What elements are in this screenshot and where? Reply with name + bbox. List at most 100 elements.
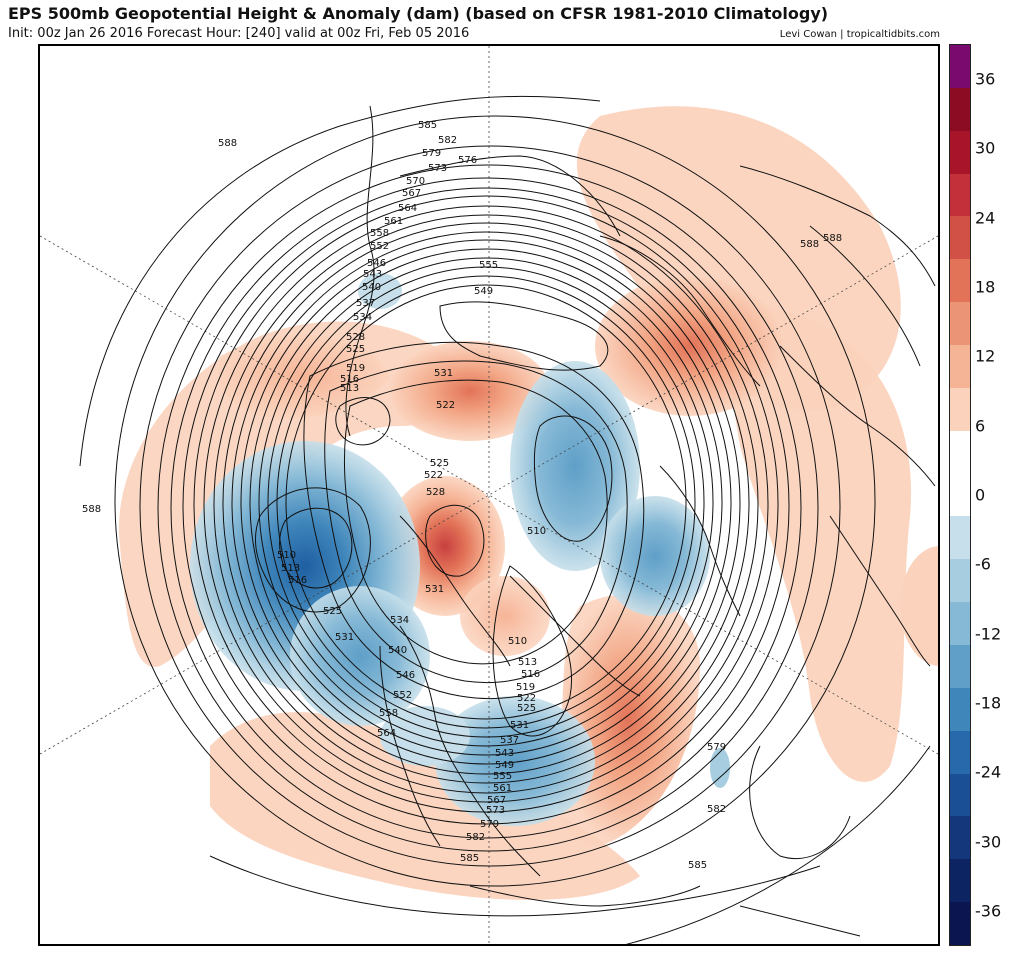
height-label: 543 bbox=[495, 748, 514, 759]
colorbar-swatch bbox=[950, 473, 970, 517]
colorbar-swatch bbox=[950, 259, 970, 303]
colorbar-swatch bbox=[950, 345, 970, 388]
height-label: 522 bbox=[517, 693, 536, 704]
height-label: 531 bbox=[425, 584, 444, 595]
colorbar-swatch bbox=[950, 173, 970, 217]
height-label: 519 bbox=[346, 363, 365, 374]
colorbar-swatch bbox=[950, 87, 970, 131]
chart-subtitle: Init: 00z Jan 26 2016 Forecast Hour: [24… bbox=[8, 26, 470, 41]
height-label: 516 bbox=[340, 374, 359, 385]
colorbar-label: 12 bbox=[975, 346, 996, 366]
height-label: 537 bbox=[356, 298, 375, 309]
colorbar-label: -6 bbox=[975, 554, 991, 574]
height-label: 531 bbox=[335, 632, 354, 643]
colorbar-label: -36 bbox=[975, 901, 1002, 921]
height-label: 588 bbox=[82, 504, 101, 515]
polar-map: 585 582 579 576 573 570 567 564 561 558 … bbox=[38, 44, 940, 946]
height-label: 558 bbox=[370, 228, 389, 239]
chart-title: EPS 500mb Geopotential Height & Anomaly … bbox=[8, 4, 829, 23]
height-label: 582 bbox=[707, 804, 726, 815]
height-contours bbox=[79, 95, 931, 944]
height-label: 522 bbox=[424, 470, 443, 481]
colorbar-label: 30 bbox=[975, 138, 996, 158]
colorbar-label: 24 bbox=[975, 208, 996, 228]
colorbar-swatch bbox=[950, 730, 970, 774]
height-label: 579 bbox=[480, 819, 499, 830]
height-label: 585 bbox=[688, 860, 707, 871]
colorbar-label: -12 bbox=[975, 624, 1002, 644]
height-label: 531 bbox=[510, 720, 529, 731]
colorbar-swatch bbox=[950, 773, 970, 817]
height-label: 582 bbox=[438, 135, 457, 146]
colorbar-label: 6 bbox=[975, 416, 986, 436]
height-label: 567 bbox=[402, 188, 421, 199]
height-label: 525 bbox=[323, 606, 342, 617]
colorbar-swatch bbox=[950, 687, 970, 731]
colorbar-swatch bbox=[950, 45, 970, 88]
map-canvas: 585 582 579 576 573 570 567 564 561 558 … bbox=[40, 46, 938, 944]
height-label: 585 bbox=[460, 853, 479, 864]
height-label: 525 bbox=[346, 344, 365, 355]
colorbar-label: 36 bbox=[975, 69, 996, 89]
colorbar bbox=[949, 44, 971, 946]
height-label: 588 bbox=[800, 239, 819, 250]
height-label: 555 bbox=[479, 260, 498, 271]
height-label: 537 bbox=[500, 735, 519, 746]
height-label: 576 bbox=[458, 155, 477, 166]
coastlines bbox=[345, 105, 936, 937]
height-label: 522 bbox=[436, 400, 455, 411]
height-label: 555 bbox=[493, 771, 512, 782]
colorbar-label: 0 bbox=[975, 485, 986, 505]
height-label: 573 bbox=[486, 805, 505, 816]
colorbar-swatch bbox=[950, 430, 970, 474]
height-label: 561 bbox=[384, 216, 403, 227]
height-label: 573 bbox=[428, 163, 447, 174]
height-label: 579 bbox=[707, 742, 726, 753]
height-label: 582 bbox=[466, 832, 485, 843]
colorbar-swatch bbox=[950, 216, 970, 260]
height-label: 513 bbox=[518, 657, 537, 668]
contour-labels: 585 582 579 576 573 570 567 564 561 558 … bbox=[82, 120, 842, 871]
height-label: 543 bbox=[363, 269, 382, 280]
height-label: 570 bbox=[406, 176, 425, 187]
height-label: 579 bbox=[422, 148, 441, 159]
height-label: 516 bbox=[521, 669, 540, 680]
height-label: 510 bbox=[527, 526, 546, 537]
height-label: 534 bbox=[390, 615, 409, 626]
anomaly-shading bbox=[118, 106, 938, 900]
height-label: 528 bbox=[346, 332, 365, 343]
height-label: 564 bbox=[377, 728, 396, 739]
height-label: 528 bbox=[426, 487, 445, 498]
height-label: 552 bbox=[370, 241, 389, 252]
colorbar-swatch bbox=[950, 902, 970, 946]
height-label: 546 bbox=[396, 670, 415, 681]
height-label: 513 bbox=[340, 383, 359, 394]
height-label: 516 bbox=[288, 575, 307, 586]
height-label: 510 bbox=[277, 550, 296, 561]
author-credit: Levi Cowan | tropicaltidbits.com bbox=[779, 29, 940, 40]
colorbar-label: 18 bbox=[975, 277, 996, 297]
height-label: 540 bbox=[388, 645, 407, 656]
height-label: 513 bbox=[281, 563, 300, 574]
height-label: 531 bbox=[434, 368, 453, 379]
colorbar-swatch bbox=[950, 130, 970, 174]
height-label: 525 bbox=[430, 458, 449, 469]
height-label: 519 bbox=[516, 682, 535, 693]
height-label: 549 bbox=[495, 760, 514, 771]
colorbar-swatch bbox=[950, 645, 970, 688]
height-label: 552 bbox=[393, 690, 412, 701]
colorbar-swatch bbox=[950, 387, 970, 431]
colorbar-label: -18 bbox=[975, 693, 1002, 713]
height-label: 534 bbox=[353, 312, 372, 323]
colorbar-label: -24 bbox=[975, 762, 1002, 782]
height-label: 561 bbox=[493, 783, 512, 794]
colorbar-labels: 36 30 24 18 12 6 0 -6 -12 -18 -24 -30 -36 bbox=[975, 44, 1020, 946]
height-label: 588 bbox=[823, 233, 842, 244]
height-label: 564 bbox=[398, 203, 417, 214]
colorbar-label: -30 bbox=[975, 832, 1002, 852]
height-label: 588 bbox=[218, 138, 237, 149]
colorbar-swatch bbox=[950, 302, 970, 346]
height-label: 585 bbox=[418, 120, 437, 131]
height-label: 567 bbox=[487, 795, 506, 806]
colorbar-swatch bbox=[950, 859, 970, 903]
